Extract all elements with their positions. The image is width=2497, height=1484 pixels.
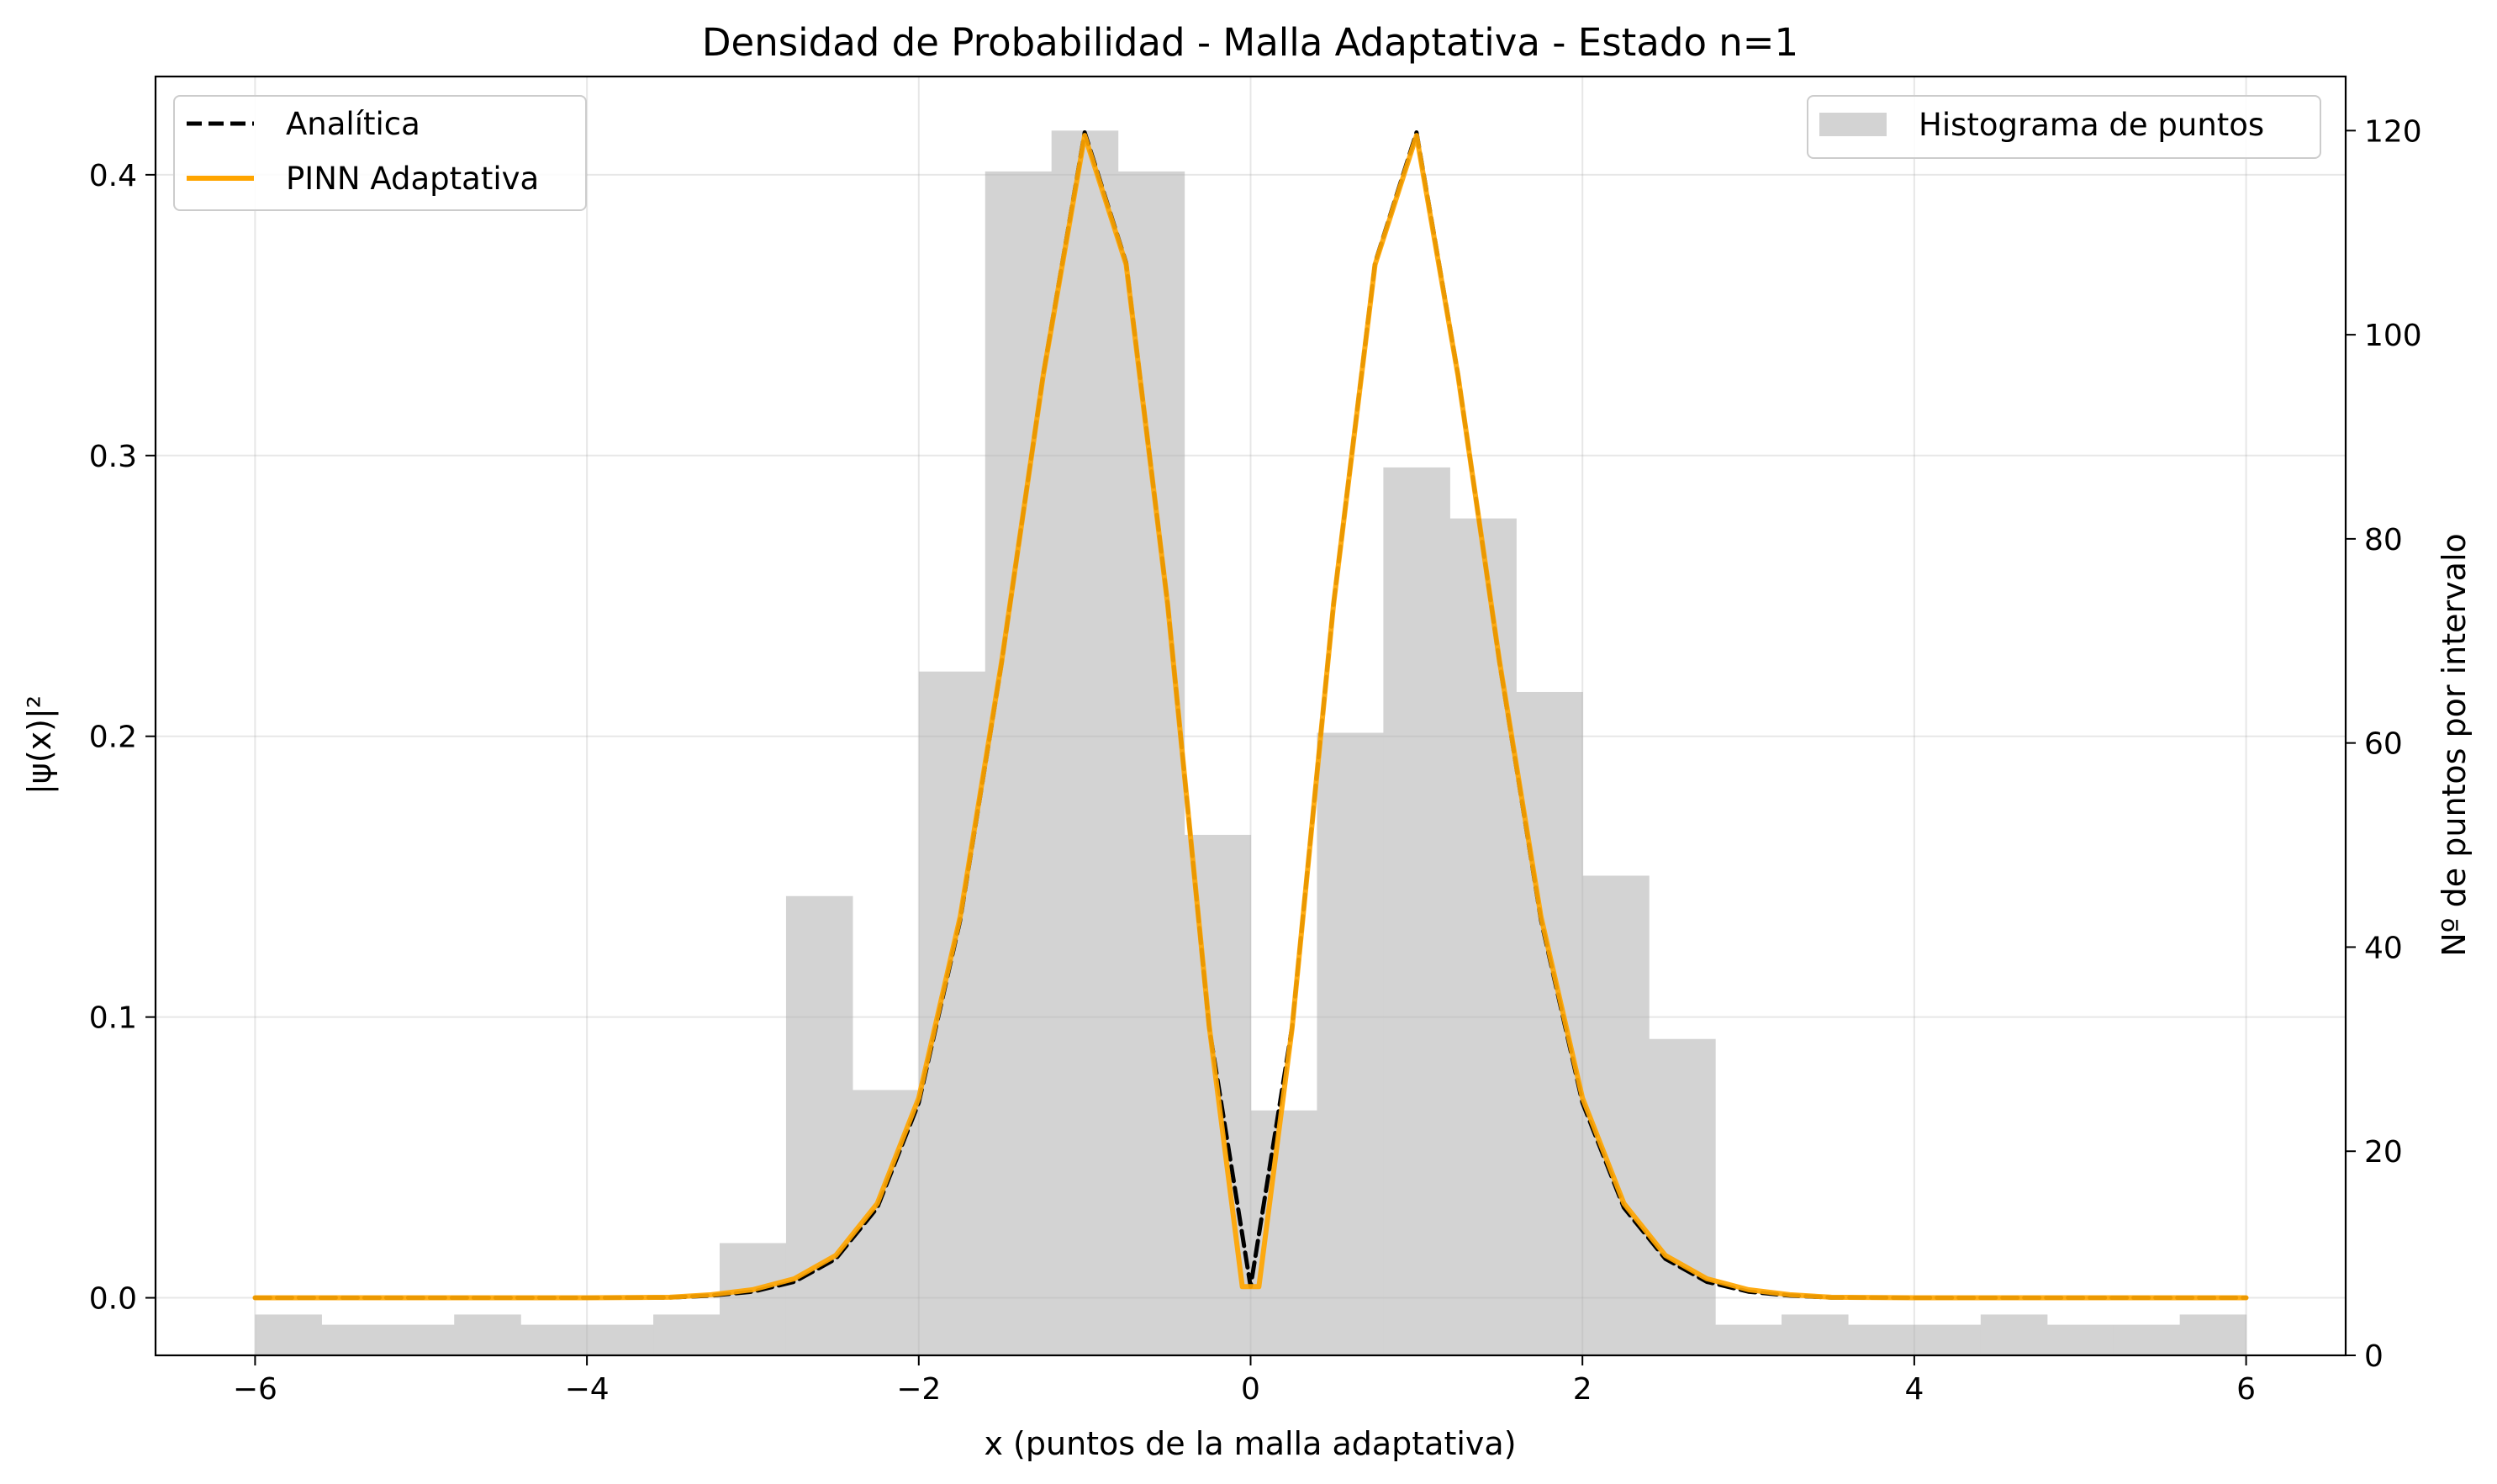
histogram-bar xyxy=(454,1314,521,1355)
legend-label-analitica: Analítica xyxy=(286,106,420,142)
histogram-bar xyxy=(1516,691,1583,1355)
histogram-bars xyxy=(255,130,2247,1356)
histogram-bar xyxy=(1649,1038,1716,1355)
histogram-bar xyxy=(1715,1324,1782,1355)
x-tick-label: −4 xyxy=(565,1372,610,1407)
y-right-tick-label: 40 xyxy=(2364,931,2403,965)
histogram-bar xyxy=(520,1324,588,1355)
legend-right-box xyxy=(1807,95,2321,159)
x-tick-label: 4 xyxy=(1904,1372,1924,1407)
legend-left-box xyxy=(173,95,587,211)
x-tick-label: 0 xyxy=(1241,1372,1260,1407)
histogram-bar xyxy=(1250,1110,1318,1355)
histogram-bar xyxy=(1383,467,1450,1355)
legend-right: Histograma de puntos xyxy=(1807,95,2321,159)
y-tick-label: 0.2 xyxy=(89,721,137,755)
y-right-tick-label: 80 xyxy=(2364,523,2403,557)
histogram-bar xyxy=(918,671,986,1355)
histogram-bar xyxy=(255,1314,322,1355)
histogram-bar xyxy=(719,1243,787,1355)
histogram-bar xyxy=(2179,1314,2247,1355)
histogram-bar xyxy=(1317,732,1384,1355)
x-axis-ticks: −6 −4 −2 0 2 4 6 xyxy=(233,1355,2256,1407)
y-right-tick-label: 20 xyxy=(2364,1135,2403,1170)
x-tick-label: 2 xyxy=(1573,1372,1592,1407)
x-tick-label: −6 xyxy=(233,1372,277,1407)
y-right-axis-ticks: 0 20 40 60 80 100 120 xyxy=(2346,114,2422,1374)
histogram-bar xyxy=(388,1324,455,1355)
histogram-bar xyxy=(985,171,1053,1355)
y-right-axis-label: Nº de puntos por intervalo xyxy=(2436,533,2473,957)
histogram-bar xyxy=(785,895,853,1355)
y-tick-label: 0.0 xyxy=(89,1282,137,1317)
histogram-bar xyxy=(1449,518,1517,1355)
y-right-tick-label: 0 xyxy=(2364,1339,2384,1374)
legend-left: Analítica PINN Adaptativa xyxy=(173,95,587,211)
histogram-bar xyxy=(1782,1314,1849,1355)
histogram-bar xyxy=(1914,1324,1982,1355)
x-tick-label: −2 xyxy=(896,1372,941,1407)
histogram-bar xyxy=(1980,1314,2048,1355)
y-tick-label: 0.4 xyxy=(89,159,137,193)
histogram-bar xyxy=(2113,1324,2181,1355)
y-tick-label: 0.3 xyxy=(89,440,137,474)
y-right-tick-label: 60 xyxy=(2364,727,2403,762)
y-right-tick-label: 100 xyxy=(2364,319,2422,353)
histogram-bar xyxy=(321,1324,388,1355)
series-lines xyxy=(252,129,2249,1301)
y-axis-ticks: 0.0 0.1 0.2 0.3 0.4 xyxy=(89,159,156,1317)
legend-swatch-histogram xyxy=(1819,113,1887,136)
x-tick-label: 6 xyxy=(2236,1372,2256,1407)
histogram-bar xyxy=(2046,1324,2114,1355)
y-axis-label: |ψ(x)|² xyxy=(21,695,59,795)
chart-title: Densidad de Probabilidad - Malla Adaptat… xyxy=(702,20,1798,65)
x-axis-label: x (puntos de la malla adaptativa) xyxy=(984,1425,1516,1462)
histogram-bar xyxy=(1582,875,1650,1355)
histogram-bar xyxy=(1117,171,1185,1355)
histogram-bar xyxy=(1847,1324,1915,1355)
y-right-tick-label: 120 xyxy=(2364,114,2422,149)
histogram-bar xyxy=(587,1324,654,1355)
legend-label-pinn: PINN Adaptativa xyxy=(286,161,539,197)
series-line-pinn-adaptativa xyxy=(252,133,2249,1301)
y-tick-label: 0.1 xyxy=(89,1001,137,1036)
legend-label-histogram: Histograma de puntos xyxy=(1919,107,2264,143)
histogram-bar xyxy=(1051,130,1119,1356)
histogram-bar xyxy=(653,1314,721,1355)
